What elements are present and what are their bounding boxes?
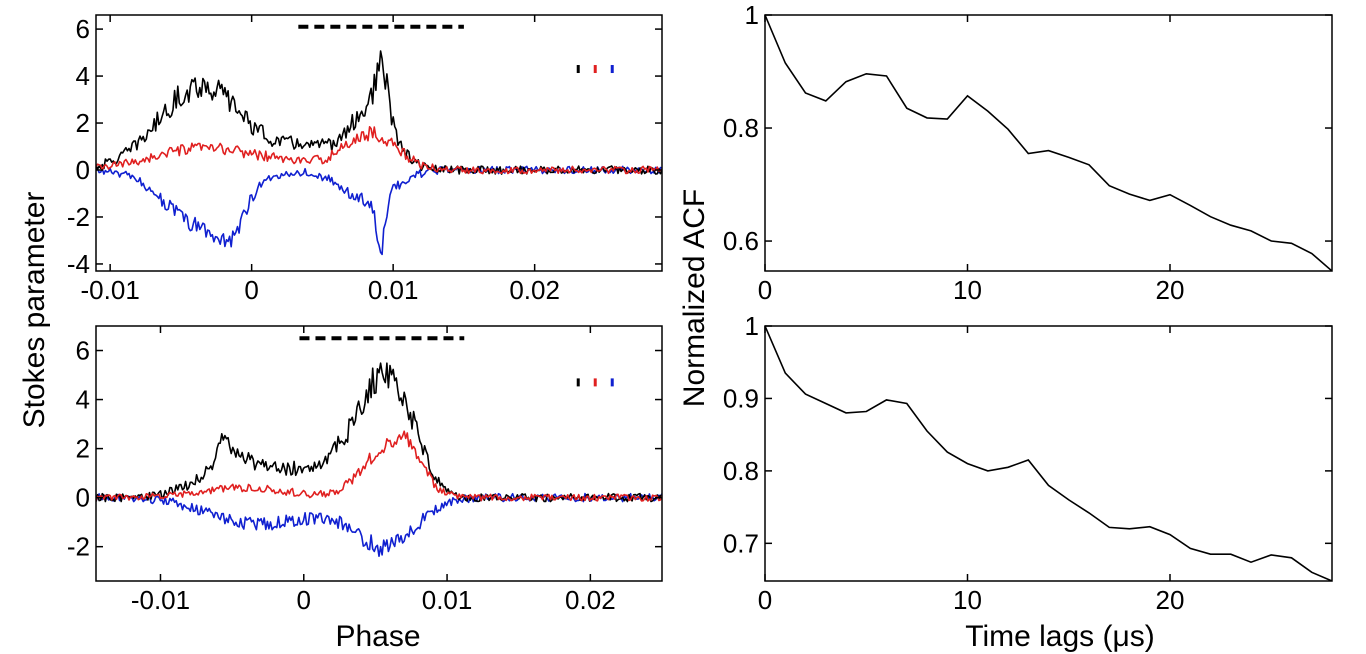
plot-frame [764, 325, 1333, 582]
y-tick-label: 0.8 [723, 113, 759, 143]
x-tick-label: 0.02 [509, 275, 560, 305]
y-tick-label: 2 [76, 434, 90, 464]
x-tick-label: -0.01 [81, 275, 140, 305]
y-tick-label: 0.7 [723, 528, 759, 558]
right-y-axis-title: Normalized ACF [678, 189, 711, 407]
y-tick-label: 1 [745, 311, 759, 341]
acf-line [765, 326, 1332, 581]
plot-frame [95, 14, 663, 272]
y-tick-label: 6 [76, 14, 90, 44]
y-tick-label: 0.6 [723, 226, 759, 256]
x-tick-label: 10 [953, 275, 982, 305]
panel-top-left: -0.01 0 0.01 0.02 -4 -2 0 2 4 6 [67, 14, 663, 305]
x-tick-label: 0 [758, 275, 772, 305]
panel-bottom-right: 0 10 20 0.7 0.8 0.9 1 [723, 311, 1333, 615]
y-tick-label: -2 [67, 202, 90, 232]
left-y-axis-title: Stokes parameter [18, 192, 51, 429]
x-tick-label: 0.02 [565, 585, 616, 615]
y-tick-label: 4 [76, 61, 90, 91]
series-v-line [96, 492, 662, 558]
y-tick-label: 4 [76, 385, 90, 415]
panel-bottom-left: -0.01 0 0.01 0.02 -2 0 2 4 6 [67, 325, 663, 615]
y-tick-label: 6 [76, 336, 90, 366]
plot-frame [95, 325, 663, 582]
right-x-axis-title: Time lags (μs) [965, 620, 1155, 653]
x-tick-label: 10 [953, 585, 982, 615]
y-tick-label: 0 [76, 483, 90, 513]
y-tick-label: 0.9 [723, 383, 759, 413]
x-tick-label: -0.01 [131, 585, 190, 615]
series-i-line [96, 362, 662, 503]
x-tick-label: 0.01 [422, 585, 473, 615]
y-tick-label: 0 [76, 155, 90, 185]
x-tick-label: 0 [297, 585, 311, 615]
y-tick-label: -4 [67, 249, 90, 279]
acf-line [765, 15, 1332, 271]
y-tick-label: 2 [76, 108, 90, 138]
series-l-line [96, 430, 662, 502]
series-i-line [96, 50, 662, 175]
y-tick-label: -2 [67, 532, 90, 562]
x-tick-label: 0 [244, 275, 258, 305]
series-l-line [96, 126, 662, 175]
x-tick-label: 0 [758, 585, 772, 615]
x-tick-label: 0.01 [368, 275, 419, 305]
y-tick-label: 0.8 [723, 456, 759, 486]
series-v-line [96, 165, 662, 256]
y-tick-label: 1 [745, 0, 759, 30]
x-tick-label: 20 [1156, 585, 1185, 615]
panel-top-right: 0 10 20 0.6 0.8 1 [723, 0, 1333, 305]
x-tick-label: 20 [1156, 275, 1185, 305]
left-x-axis-title: Phase [335, 620, 420, 653]
plot-frame [764, 14, 1333, 272]
